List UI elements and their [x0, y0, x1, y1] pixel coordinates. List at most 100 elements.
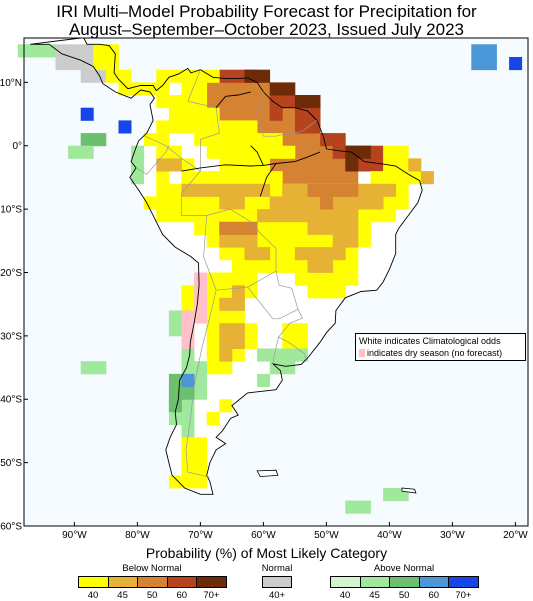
lon-tick-label: 60°W [251, 530, 276, 541]
forecast-cell [307, 183, 321, 197]
forecast-cell [383, 171, 397, 185]
coastline [30, 37, 423, 495]
forecast-cell [294, 120, 308, 134]
forecast-cell [395, 171, 409, 185]
legend-below-tick-label: 70+ [203, 590, 220, 601]
forecast-cell [257, 120, 271, 134]
region-below-amazon-brown [244, 69, 371, 172]
forecast-cell [345, 500, 359, 514]
forecast-cell [231, 95, 245, 109]
forecast-cell [257, 259, 271, 273]
forecast-cell [168, 373, 182, 387]
forecast-cell [282, 183, 296, 197]
lat-tick-label: 20°S [0, 268, 22, 279]
forecast-cell [181, 475, 195, 489]
forecast-cell [80, 69, 94, 83]
forecast-cell [206, 411, 220, 425]
forecast-cell [219, 335, 233, 349]
forecast-cell [206, 335, 220, 349]
forecast-cell [181, 437, 195, 451]
forecast-cell [332, 209, 346, 223]
forecast-cell [93, 133, 107, 147]
forecast-cell [156, 145, 170, 159]
forecast-cell [168, 120, 182, 134]
forecast-cell [471, 57, 485, 71]
region-below-interior-orange [219, 183, 359, 235]
forecast-cell [168, 95, 182, 109]
forecast-cell [194, 462, 208, 476]
forecast-cell [320, 209, 334, 223]
forecast-cell [269, 361, 283, 375]
forecast-cell [294, 133, 308, 147]
forecast-cell [219, 297, 233, 311]
forecast-cell [320, 183, 334, 197]
forecast-cell [194, 120, 208, 134]
legend-normal-swatch [262, 576, 292, 588]
forecast-cell [93, 44, 107, 58]
forecast-cell [320, 221, 334, 235]
forecast-cell [194, 69, 208, 83]
forecast-cell [30, 44, 44, 58]
country-border [135, 145, 170, 175]
forecast-cell [244, 133, 258, 147]
forecast-cell [345, 171, 359, 185]
forecast-cell [294, 183, 308, 197]
forecast-cell [357, 221, 371, 235]
note-climatological-odds: White indicates Climatological odds [359, 336, 501, 346]
region-above-atlantic-dark [80, 57, 523, 134]
forecast-cell [181, 107, 195, 121]
legend-below-swatch [107, 576, 139, 588]
forecast-cell [231, 171, 245, 185]
forecast-cell [206, 120, 220, 134]
forecast-cell [181, 373, 195, 387]
forecast-cell [194, 221, 208, 235]
lon-tick-label: 20°W [503, 530, 528, 541]
forecast-cell [219, 234, 233, 248]
forecast-cell [80, 133, 94, 147]
legend-above-swatch [389, 576, 420, 588]
lon-tick-label: 80°W [125, 530, 150, 541]
lon-tick-label: 30°W [440, 530, 465, 541]
region-below-patagonia-yellow [168, 399, 233, 489]
lat-tick-label: 10°N [0, 78, 22, 89]
forecast-cell [168, 183, 182, 197]
lat-tick-label: 60°S [0, 522, 22, 533]
forecast-cell [231, 120, 245, 134]
forecast-cell [244, 234, 258, 248]
forecast-cell [244, 158, 258, 172]
forecast-cell [269, 196, 283, 210]
forecast-cell [244, 335, 258, 349]
legend-below-swatch [137, 576, 168, 588]
forecast-cell [219, 310, 233, 324]
legend-normal-tick-label: 40+ [268, 590, 286, 601]
legend-above-tick-label: 40 [339, 590, 351, 601]
forecast-cell [320, 158, 334, 172]
forecast-cell [156, 69, 170, 83]
forecast-cell [118, 69, 132, 83]
river-line [250, 145, 264, 166]
region-above-north-green [68, 145, 409, 502]
legend-below-swatch [78, 576, 109, 588]
forecast-cell [257, 234, 271, 248]
forecast-cell [206, 145, 220, 159]
forecast-cell [219, 69, 233, 83]
forecast-cell [370, 171, 384, 185]
forecast-cell [345, 221, 359, 235]
country-border [256, 91, 318, 137]
forecast-cell [105, 57, 119, 71]
forecast-cell [231, 323, 245, 337]
forecast-cell [194, 82, 208, 96]
forecast-cell [206, 285, 220, 299]
forecast-cell [231, 107, 245, 121]
lat-tick-label: 10°S [0, 205, 22, 216]
forecast-cell [357, 145, 371, 159]
forecast-cell [219, 145, 233, 159]
forecast-cell [219, 247, 233, 261]
forecast-cell [244, 259, 258, 273]
forecast-cell [257, 145, 271, 159]
forecast-cell [244, 120, 258, 134]
legend-above-swatch [418, 576, 450, 588]
forecast-cell [168, 386, 182, 400]
legend-normal-label: Normal [261, 563, 293, 574]
forecast-cell [269, 171, 283, 185]
